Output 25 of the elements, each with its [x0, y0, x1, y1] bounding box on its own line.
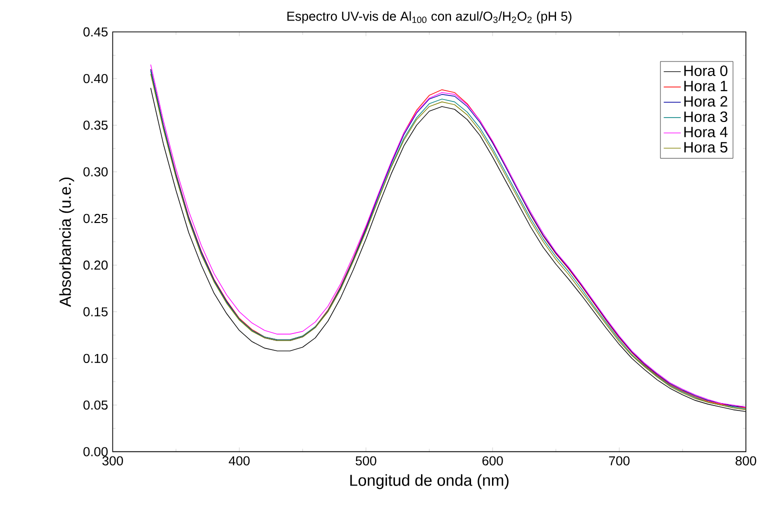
x-tick-label: 300 — [102, 456, 123, 466]
y-axis-title: Absorbancia (u.e.) — [59, 178, 74, 308]
y-tick-label: 0.35 — [83, 120, 108, 130]
legend-label: Hora 0 — [684, 66, 728, 76]
x-tick-label: 400 — [228, 456, 250, 466]
chart-title: Espectro UV-vis de Al$_{100}$ con azul/O$_{3}$/H$_{2}$O$_{2}$ (pH 5) — [287, 12, 572, 24]
y-tick-label: 0.40 — [83, 74, 108, 84]
x-tick-label: 800 — [736, 456, 756, 466]
x-tick-label: 600 — [482, 456, 503, 466]
x-tick-label: 700 — [609, 456, 630, 466]
y-tick-label: 0.10 — [83, 354, 108, 364]
legend-label: Hora 5 — [684, 142, 728, 153]
x-tick-label: 500 — [356, 456, 376, 466]
legend-label: Hora 4 — [684, 127, 728, 138]
y-tick-label: 0.30 — [83, 167, 108, 177]
y-tick-label: 0.00 — [83, 447, 108, 457]
x-axis-title: Longitud de onda (nm) — [350, 474, 509, 490]
y-tick-label: 0.20 — [83, 260, 108, 270]
legend-label: Hora 2 — [684, 96, 728, 107]
y-tick-label: 0.15 — [83, 307, 108, 317]
y-tick-label: 0.45 — [83, 28, 108, 37]
y-tick-label: 0.25 — [83, 214, 108, 224]
legend-label: Hora 3 — [684, 112, 728, 122]
y-tick-label: 0.05 — [83, 400, 108, 410]
legend-label: Hora 1 — [684, 81, 728, 92]
